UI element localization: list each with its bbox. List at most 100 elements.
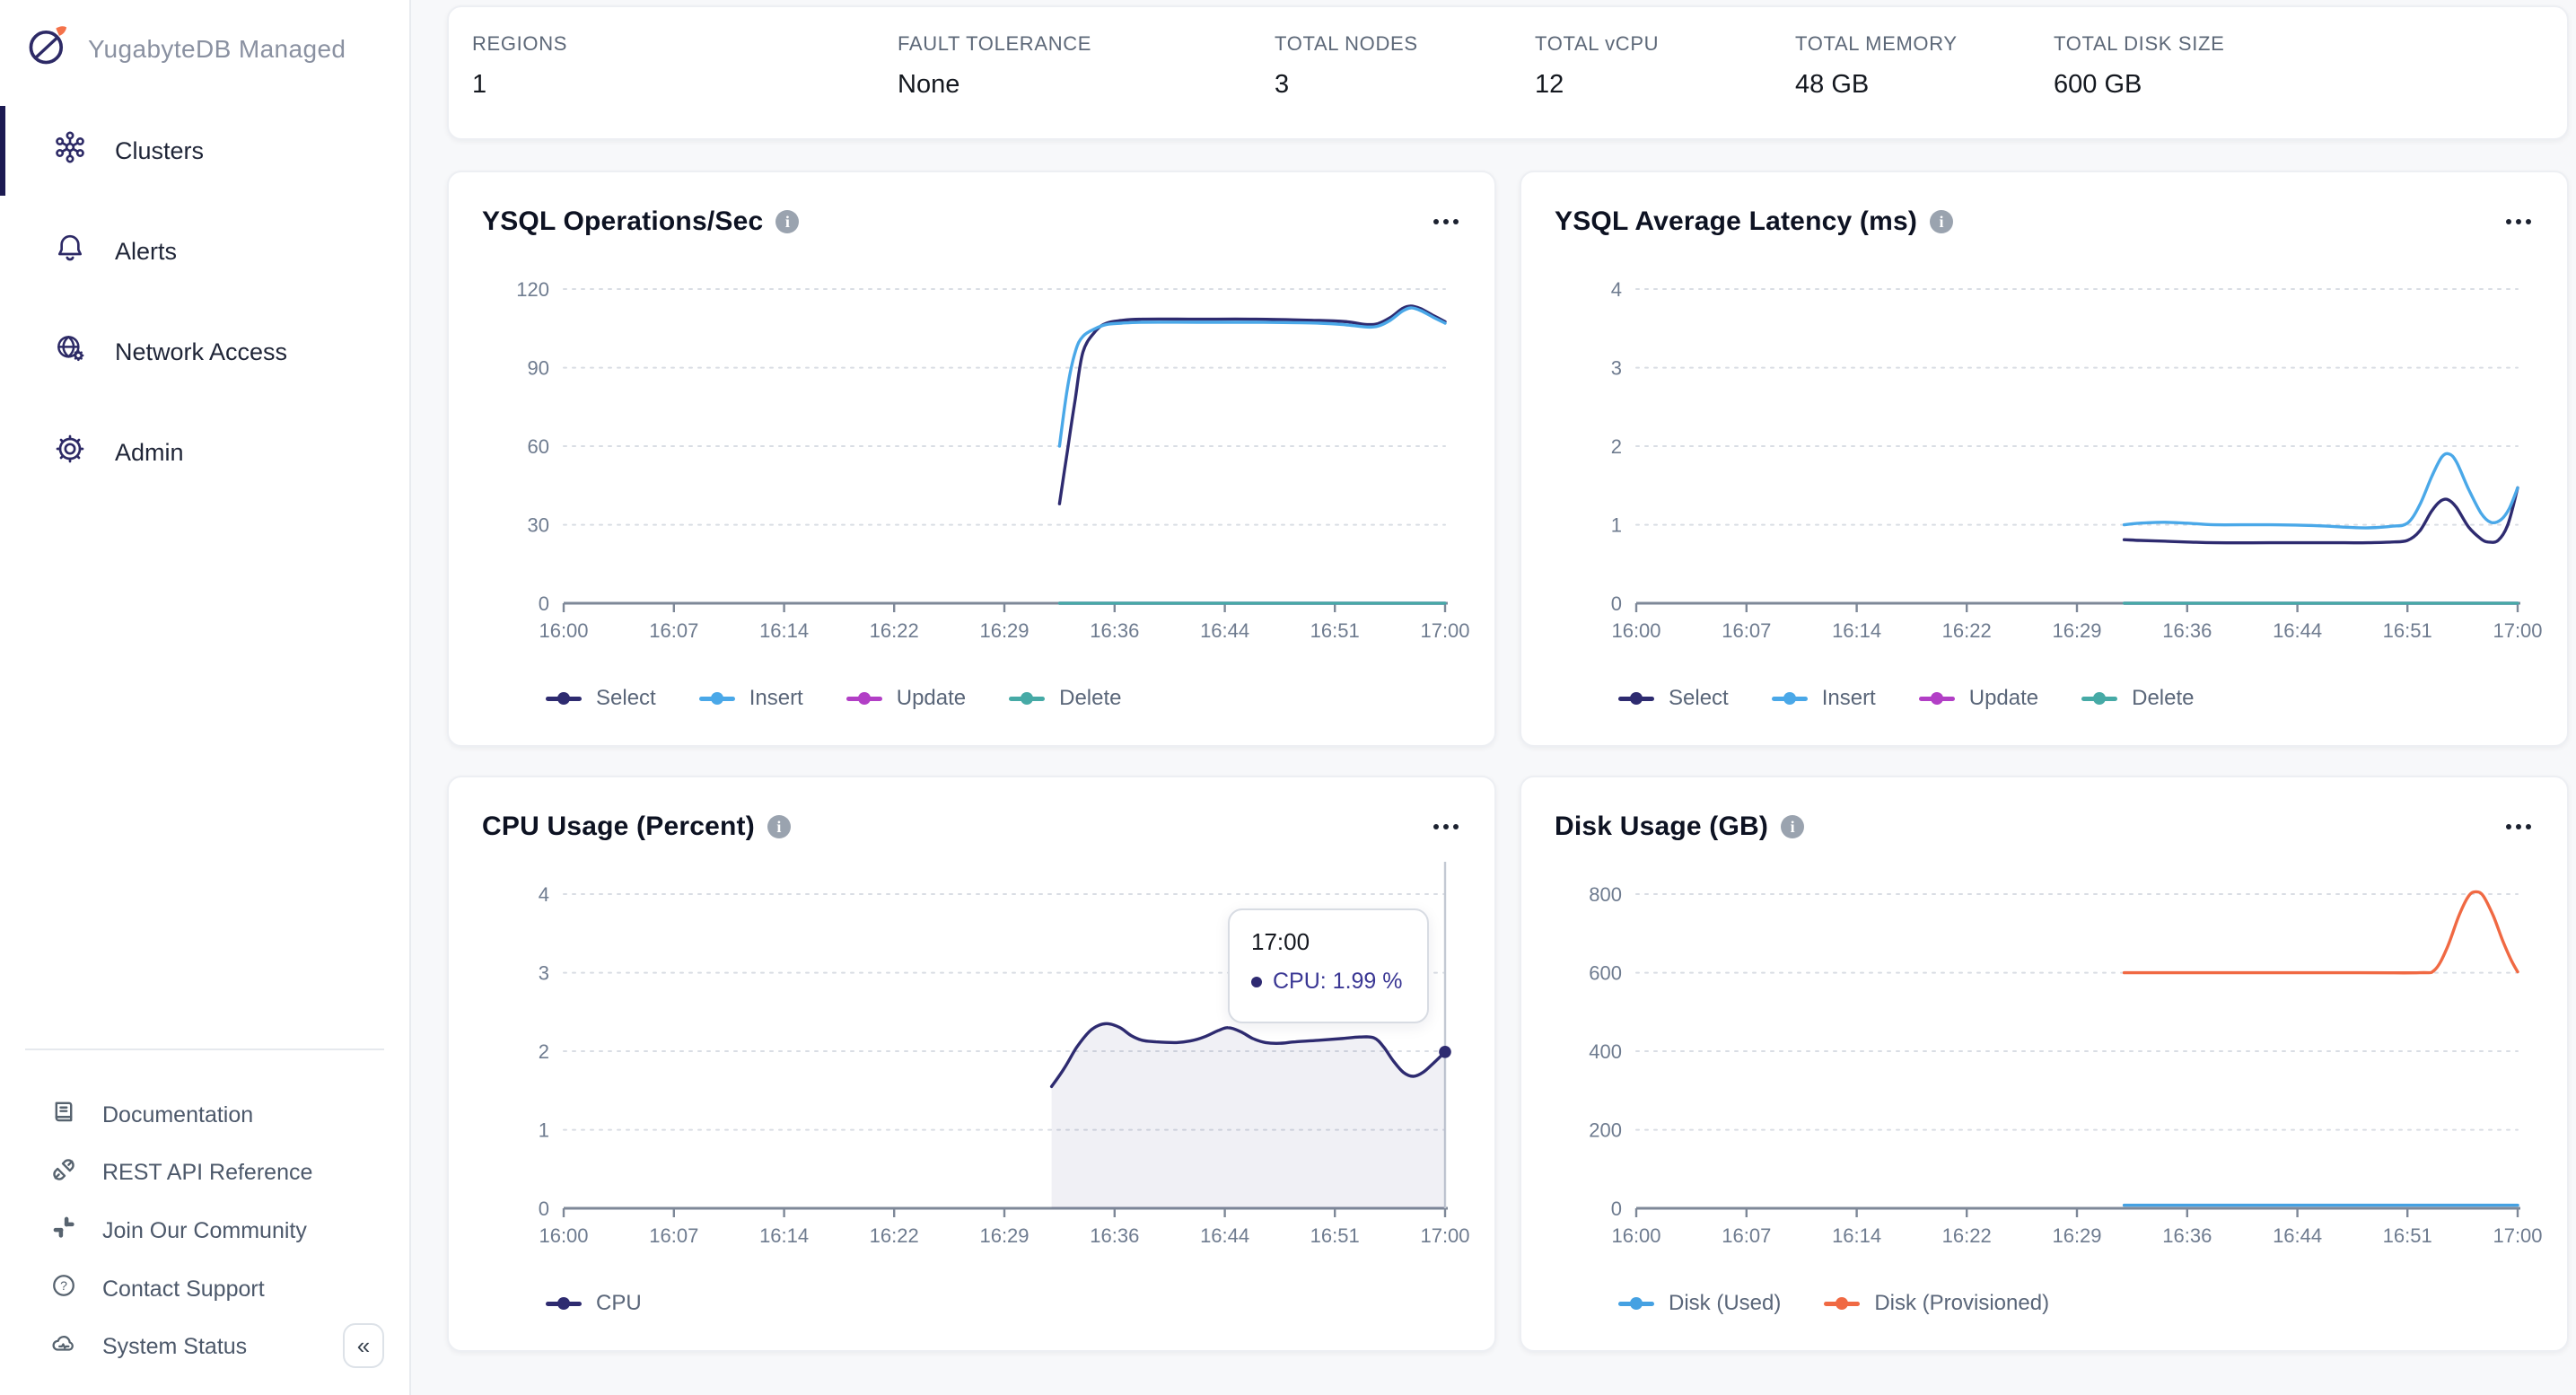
series-end-dot xyxy=(1439,1046,1451,1058)
series-insert-line xyxy=(2122,452,2519,530)
svg-text:3: 3 xyxy=(539,962,549,985)
legend-label: Insert xyxy=(1821,686,1876,710)
sidebar-item-admin[interactable]: Admin xyxy=(0,422,409,483)
legend-item-insert[interactable]: Insert xyxy=(698,686,803,711)
legend-item-cpu[interactable]: CPU xyxy=(546,1291,642,1316)
chart-title: YSQL Operations/Sec xyxy=(482,206,764,236)
sidebar-item-network-access[interactable]: Network Access xyxy=(0,321,409,382)
ellipsis-menu-icon[interactable] xyxy=(2502,817,2535,837)
svg-text:16:14: 16:14 xyxy=(1832,619,1881,642)
footer-link-documentation[interactable]: Documentation xyxy=(0,1086,409,1145)
chart-title: Disk Usage (GB) xyxy=(1555,812,1769,841)
chart-title: CPU Usage (Percent) xyxy=(482,812,755,841)
footer-link-join-our-community[interactable]: Join Our Community xyxy=(0,1202,409,1260)
svg-text:4: 4 xyxy=(539,883,549,906)
chart-legend: Select Insert Update Delete xyxy=(1618,686,2195,711)
footer-link-contact-support[interactable]: ? Contact Support xyxy=(0,1260,409,1319)
clusters-icon xyxy=(52,129,88,172)
stat-label: TOTAL DISK SIZE xyxy=(2054,32,2225,55)
legend-item-delete[interactable]: Delete xyxy=(1009,686,1122,711)
main-content: REGIONS 1 FAULT TOLERANCE None TOTAL NODES… xyxy=(411,0,2576,1395)
legend-label: Delete xyxy=(2132,686,2195,710)
rest-api-icon xyxy=(48,1154,79,1192)
stat-total-nodes: TOTAL NODES 3 xyxy=(1275,32,1535,138)
legend-marker xyxy=(2081,691,2118,706)
legend-marker xyxy=(846,691,882,706)
svg-text:16:14: 16:14 xyxy=(1832,1224,1881,1247)
svg-text:600: 600 xyxy=(1589,962,1622,985)
legend-item-select[interactable]: Select xyxy=(546,686,656,711)
stat-total-vcpu: TOTAL vCPU 12 xyxy=(1535,32,1795,138)
sidebar-item-clusters[interactable]: Clusters xyxy=(0,106,409,196)
series-select-line xyxy=(1057,304,1447,505)
legend-item-select[interactable]: Select xyxy=(1618,686,1729,711)
svg-text:0: 0 xyxy=(539,592,549,615)
series-disk-provisioned--line xyxy=(2122,890,2519,975)
y-axis-labels: 0 1 2 3 4 xyxy=(1611,278,1622,615)
footer-link-system-status[interactable]: System Status xyxy=(0,1318,409,1376)
stat-total-disk-size: TOTAL DISK SIZE 600 GB xyxy=(2054,32,2567,138)
legend-label: Delete xyxy=(1059,686,1122,710)
info-icon[interactable]: i xyxy=(1781,815,1805,838)
legend-label: Update xyxy=(1968,686,2039,710)
svg-text:16:36: 16:36 xyxy=(2162,1224,2212,1247)
ellipsis-menu-icon[interactable] xyxy=(2502,212,2535,232)
stat-value: 600 GB xyxy=(2054,70,2142,99)
svg-text:16:22: 16:22 xyxy=(1942,1224,1992,1247)
svg-text:16:51: 16:51 xyxy=(1310,1224,1360,1247)
legend-marker xyxy=(546,1296,582,1311)
svg-text:16:44: 16:44 xyxy=(1200,619,1249,642)
legend-label: CPU xyxy=(596,1291,642,1315)
legend-item-disk-provisioned-[interactable]: Disk (Provisioned) xyxy=(1824,1291,2049,1316)
legend-label: Select xyxy=(596,686,656,710)
charts-grid: YSQL Operations/Sec i 0 30 60 90 120 16:00 16:… xyxy=(447,171,2569,1352)
stat-label: FAULT TOLERANCE xyxy=(898,32,1092,55)
community-slack-icon xyxy=(48,1212,79,1250)
legend-item-update[interactable]: Update xyxy=(846,686,966,711)
sidebar-footer: Documentation REST API Reference Join Ou… xyxy=(0,1048,409,1376)
footer-link-rest-api-reference[interactable]: REST API Reference xyxy=(0,1145,409,1203)
legend-marker xyxy=(1824,1296,1861,1311)
y-axis-labels: 0 30 60 90 120 xyxy=(516,278,549,615)
x-axis xyxy=(1634,601,2520,612)
legend-item-delete[interactable]: Delete xyxy=(2081,686,2195,711)
sidebar-item-label: Network Access xyxy=(115,338,288,365)
x-axis-labels: 16:00 16:07 16:14 16:22 16:29 16:36 16:44 16:51… xyxy=(539,619,1469,642)
sidebar-item-alerts[interactable]: Alerts xyxy=(0,221,409,282)
y-axis-labels: 0 200 400 600 800 xyxy=(1589,883,1622,1220)
legend-item-insert[interactable]: Insert xyxy=(1771,686,1876,711)
chart-tooltip: 17:00 CPU: 1.99 % xyxy=(1228,908,1429,1023)
cluster-stats-card: REGIONS 1 FAULT TOLERANCE None TOTAL NODES… xyxy=(447,5,2569,140)
legend-label: Select xyxy=(1669,686,1729,710)
admin-gear-icon xyxy=(52,431,88,474)
x-axis xyxy=(1634,1206,2520,1217)
svg-text:16:07: 16:07 xyxy=(649,619,698,642)
info-icon[interactable]: i xyxy=(767,815,791,838)
footer-link-label: Join Our Community xyxy=(102,1217,307,1243)
collapse-sidebar-button[interactable]: « xyxy=(343,1323,384,1368)
legend-item-update[interactable]: Update xyxy=(1918,686,2039,711)
svg-text:16:22: 16:22 xyxy=(1942,619,1992,642)
chart-legend: CPU xyxy=(546,1291,642,1316)
x-axis-labels: 16:00 16:07 16:14 16:22 16:29 16:36 16:44 16:51… xyxy=(1611,1224,2542,1247)
info-icon[interactable]: i xyxy=(1930,210,1954,233)
stat-label: TOTAL vCPU xyxy=(1535,32,1660,55)
chart-card-disk-usage-gb-: Disk Usage (GB) i 0 200 400 600 800 16:00 16:0… xyxy=(1520,776,2569,1352)
yugabytedb-logo xyxy=(23,22,72,77)
svg-text:16:29: 16:29 xyxy=(979,1224,1029,1247)
stat-fault-tolerance: FAULT TOLERANCE None xyxy=(898,32,1275,138)
svg-text:16:00: 16:00 xyxy=(1611,619,1660,642)
ellipsis-menu-icon[interactable] xyxy=(1430,212,1462,232)
legend-item-disk-used-[interactable]: Disk (Used) xyxy=(1618,1291,1781,1316)
network-access-icon xyxy=(52,330,88,373)
svg-text:17:00: 17:00 xyxy=(2493,1224,2542,1247)
svg-text:1: 1 xyxy=(1611,514,1622,537)
chart-legend: Select Insert Update Delete xyxy=(546,686,1122,711)
sidebar-item-label: Admin xyxy=(115,438,184,466)
svg-text:?: ? xyxy=(60,1279,67,1294)
info-icon[interactable]: i xyxy=(775,210,800,233)
gridlines xyxy=(1635,288,2519,526)
svg-text:16:29: 16:29 xyxy=(2052,619,2101,642)
ellipsis-menu-icon[interactable] xyxy=(1430,817,1462,837)
svg-text:16:51: 16:51 xyxy=(1310,619,1360,642)
